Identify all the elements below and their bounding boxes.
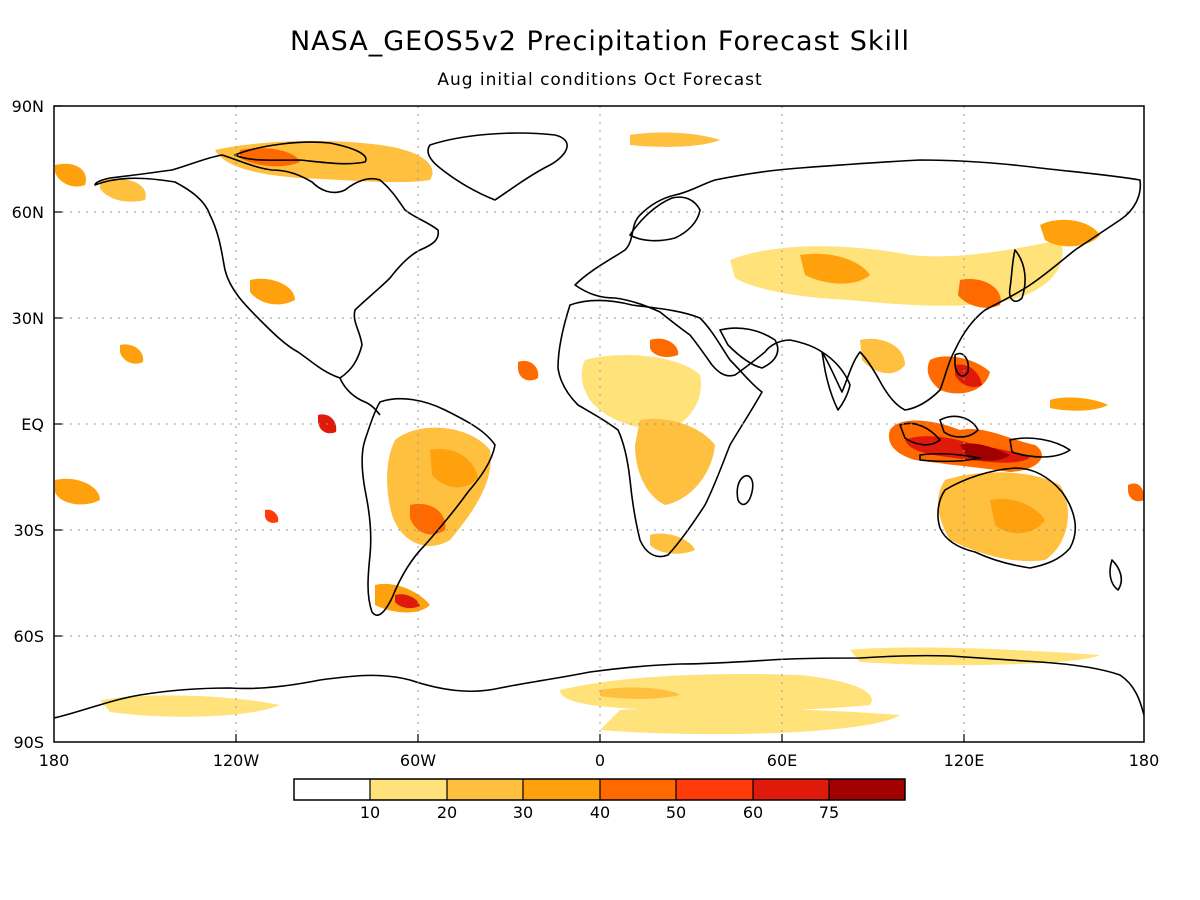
- shade-arctic: [630, 132, 720, 147]
- coast-sumatra: [899, 422, 941, 446]
- coast-africa: [557, 299, 763, 558]
- skill-shading: [55, 132, 1144, 735]
- shade-atlantic: [518, 360, 539, 381]
- lon-label-180e: 180: [1129, 751, 1160, 770]
- coast-java: [919, 452, 981, 463]
- coast-borneo: [939, 415, 979, 438]
- coast-greenland: [427, 132, 568, 201]
- coast-australia: [937, 467, 1077, 569]
- shade-alaska-b: [100, 178, 146, 202]
- lon-label-120e: 120E: [944, 751, 985, 770]
- shade-us-west: [250, 278, 295, 305]
- lon-label-0: 0: [595, 751, 605, 770]
- legend-tick-10: 10: [360, 803, 380, 822]
- lat-label-30s: 30S: [13, 521, 44, 540]
- shade-asia-core: [800, 253, 870, 284]
- gridlines: [54, 106, 1144, 742]
- coast-madagascar: [736, 474, 754, 506]
- shade-alaska: [55, 163, 86, 187]
- coast-india: [821, 351, 851, 411]
- lat-label-90n: 90N: [12, 97, 44, 116]
- shade-hawaii: [120, 344, 144, 364]
- shade-south-africa: [650, 533, 695, 554]
- lat-label-30n: 30N: [12, 309, 44, 328]
- map-subtitle: Aug initial conditions Oct Forecast: [437, 70, 763, 90]
- coast-arctic-islands: [234, 141, 367, 165]
- lat-label-eq: EQ: [21, 415, 44, 434]
- shade-antarctica-core: [600, 687, 680, 699]
- legend-tick-40: 40: [590, 803, 610, 822]
- shade-pacific-sw: [55, 478, 100, 505]
- shade-patagonia-core: [395, 594, 420, 609]
- lon-label-120w: 120W: [213, 751, 260, 770]
- shade-philippines-core: [955, 364, 982, 387]
- shade-central-africa: [635, 418, 715, 505]
- coast-antarctica: [54, 654, 1144, 719]
- coastlines: [54, 132, 1144, 719]
- shade-pacific-s: [264, 509, 279, 523]
- coast-scandinavia: [629, 196, 701, 242]
- shade-australia-core: [990, 498, 1045, 534]
- legend-swatch-5: [676, 779, 753, 800]
- color-legend: 10 20 30 40 50 60 75: [293, 778, 906, 822]
- coast-philippines: [954, 352, 970, 377]
- coast-new-guinea: [1009, 437, 1071, 458]
- legend-tick-30: 30: [513, 803, 533, 822]
- legend-swatch-7: [829, 779, 905, 800]
- lon-label-180w: 180: [39, 751, 70, 770]
- legend-swatch-4: [600, 779, 676, 800]
- shade-southern-ocean: [850, 647, 1100, 666]
- shade-antarctica-s: [600, 707, 900, 735]
- legend-dividers: [369, 779, 830, 800]
- shade-parana: [410, 503, 446, 535]
- legend-tick-50: 50: [666, 803, 686, 822]
- legend-frame: [293, 778, 906, 801]
- coast-new-zealand: [1109, 559, 1123, 591]
- lat-label-60s: 60S: [13, 627, 44, 646]
- lon-label-60e: 60E: [767, 751, 797, 770]
- legend-swatch-0: [294, 779, 370, 800]
- shade-brazil-core: [430, 449, 478, 488]
- shade-canada-core: [240, 148, 300, 167]
- coast-eurasia: [574, 159, 1142, 411]
- shade-pacific-e: [1128, 483, 1144, 502]
- coast-arabia: [719, 327, 779, 369]
- shade-china: [958, 279, 1001, 308]
- shade-india: [860, 338, 905, 374]
- legend-tick-75: 75: [819, 803, 839, 822]
- map-title: NASA_GEOS5v2 Precipitation Forecast Skil…: [289, 26, 911, 57]
- lat-label-60n: 60N: [12, 203, 44, 222]
- coast-japan: [1008, 249, 1026, 302]
- shade-antarctica-w: [100, 695, 280, 717]
- shade-africa-spot: [650, 338, 679, 358]
- lat-label-90s: 90S: [13, 733, 44, 752]
- legend-tick-20: 20: [437, 803, 457, 822]
- ticks: [54, 105, 965, 742]
- legend-swatch-6: [753, 779, 829, 800]
- coast-south-america: [361, 397, 496, 616]
- shade-antarctica: [560, 673, 872, 711]
- shade-pacific-w: [1050, 397, 1108, 411]
- coast-north-america: [94, 154, 440, 379]
- legend-swatch-1: [370, 779, 447, 800]
- legend-tick-60: 60: [743, 803, 763, 822]
- shade-sahel: [581, 355, 701, 431]
- shade-east-asia: [1040, 219, 1100, 247]
- legend-swatch-3: [523, 779, 600, 800]
- lon-label-60w: 60W: [400, 751, 436, 770]
- legend-swatch-2: [447, 779, 523, 800]
